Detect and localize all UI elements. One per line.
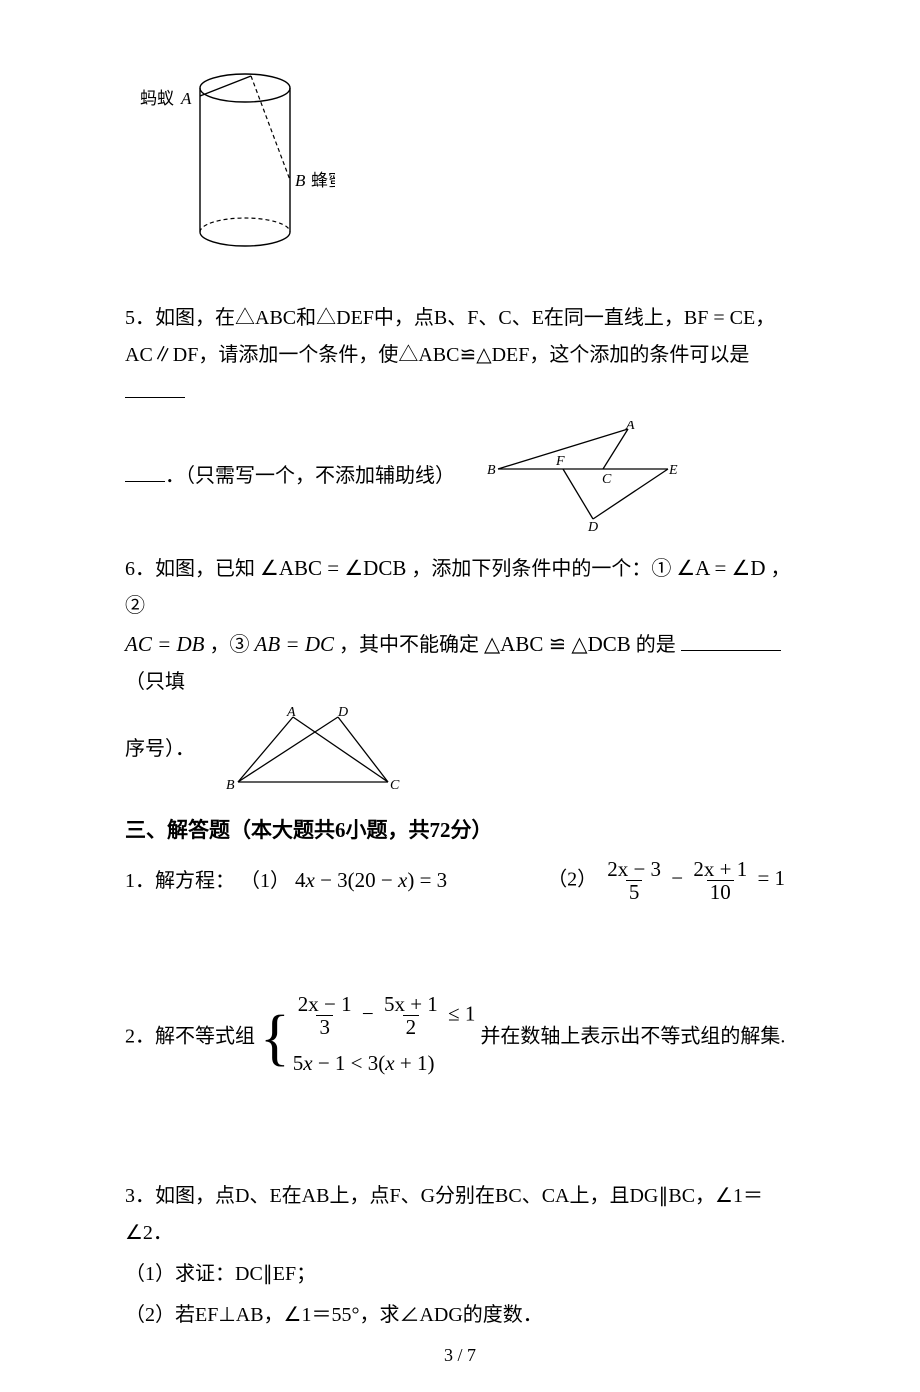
p1-label: 1．解方程： bbox=[125, 870, 235, 892]
q6-mid3: ，其中不能确定 bbox=[339, 634, 479, 656]
label-honey: 蜂蜜 bbox=[311, 171, 335, 190]
p2-label: 2．解不等式组 bbox=[125, 1026, 255, 1048]
q5-text-prefix: 5．如图，在△ABC和△DEF中，点B、F、C、E在同一直线上，BF = CE，… bbox=[125, 307, 775, 366]
q6-tail: （只填 bbox=[125, 671, 185, 693]
p1-sub2-label: （2） bbox=[547, 868, 597, 890]
q5-figure: A B F C E D bbox=[483, 421, 683, 531]
p3-sub2: （2）若EF⊥AB，∠1＝55°，求∠ADG的度数． bbox=[125, 1297, 805, 1334]
q5-label-E: E bbox=[668, 463, 678, 478]
p2-suffix: 并在数轴上表示出不等式组的解集. bbox=[480, 1026, 785, 1048]
q6-eq2: ∠A = ∠D bbox=[676, 556, 765, 580]
q6-mid2: ，③ bbox=[210, 634, 250, 656]
p1-frac1-num: 2x − 3 bbox=[604, 858, 664, 880]
q6-eq3: AC = DB bbox=[125, 632, 205, 656]
p3-label: 3．如图，点D、E在AB上，点F、G分别在BC、CA上，且DG∥BC，∠1＝∠2… bbox=[125, 1178, 805, 1252]
q6-eq1: ∠ABC = ∠DCB bbox=[260, 556, 406, 580]
q5-label-B: B bbox=[487, 463, 496, 478]
q5-label-C: C bbox=[602, 472, 612, 487]
p2-f2-num: 5x + 1 bbox=[381, 993, 441, 1015]
p1-frac2-num: 2x + 1 bbox=[690, 858, 750, 880]
p1-sub1-label: （1） bbox=[240, 870, 290, 892]
brace-icon: { bbox=[260, 993, 290, 1083]
p3-sub1: （1）求证：DC∥EF； bbox=[125, 1256, 805, 1293]
q6-mid4: 的是 bbox=[636, 634, 676, 656]
q6-eq4: AB = DC bbox=[255, 632, 335, 656]
label-A-letter: A bbox=[180, 89, 192, 108]
p2-f1-den: 3 bbox=[316, 1015, 333, 1038]
p1-frac2-den: 10 bbox=[707, 880, 734, 903]
p1-rhs: = 1 bbox=[757, 866, 785, 890]
q5-label-D: D bbox=[587, 520, 598, 531]
cylinder-svg: 蚂蚁 A B 蜂蜜 bbox=[135, 60, 335, 280]
p2-line1: 2x − 13 − 5x + 12 ≤ 1 bbox=[293, 993, 476, 1038]
problem-3: 3．如图，点D、E在AB上，点F、G分别在BC、CA上，且DG∥BC，∠1＝∠2… bbox=[125, 1178, 805, 1334]
question-5: 5．如图，在△ABC和△DEF中，点B、F、C、E在同一直线上，BF = CE，… bbox=[125, 300, 805, 531]
p2-minus: − bbox=[362, 1001, 379, 1025]
section-3-title: 三、解答题（本大题共6小题，共72分） bbox=[125, 814, 805, 844]
p2-line1-tail: ≤ 1 bbox=[448, 1001, 475, 1025]
q5-label-A: A bbox=[625, 421, 635, 433]
p1-minus: − bbox=[671, 866, 688, 890]
q6-line3: 序号）． bbox=[125, 731, 195, 768]
p1-eq1: 4x − 3(20 − x) = 3 bbox=[295, 868, 447, 892]
q6-figure: A D B C bbox=[223, 707, 403, 792]
q6-label-D: D bbox=[337, 707, 348, 720]
q5-label-F: F bbox=[555, 454, 565, 469]
q6-label-C: C bbox=[390, 778, 400, 792]
p1-frac1-den: 5 bbox=[626, 880, 643, 903]
p2-system: { 2x − 13 − 5x + 12 ≤ 1 5x − 1 < 3(x + 1… bbox=[260, 993, 475, 1083]
page-number: 3 / 7 bbox=[0, 1345, 920, 1366]
q5-suffix: ．（只需写一个，不添加辅助线） bbox=[165, 465, 455, 487]
q5-blank-2 bbox=[125, 462, 165, 482]
q5-blank-1 bbox=[125, 378, 185, 398]
problem-2: 2．解不等式组 { 2x − 13 − 5x + 12 ≤ 1 5x − 1 <… bbox=[125, 993, 805, 1083]
q6-eq5: △ABC ≌ △DCB bbox=[484, 632, 631, 656]
q6-pre: 6．如图，已知 bbox=[125, 558, 255, 580]
q6-mid1: ，添加下列条件中的一个：① bbox=[411, 558, 671, 580]
p2-f1-num: 2x − 1 bbox=[295, 993, 355, 1015]
q6-label-A: A bbox=[286, 707, 296, 720]
question-6: 6．如图，已知 ∠ABC = ∠DCB ，添加下列条件中的一个：① ∠A = ∠… bbox=[125, 549, 805, 792]
label-ant: 蚂蚁 bbox=[140, 89, 174, 108]
p2-f2-den: 2 bbox=[403, 1015, 420, 1038]
p2-line2: 5x − 1 < 3(x + 1) bbox=[293, 1044, 476, 1083]
p1-eq2: 2x − 35 − 2x + 110 = 1 bbox=[602, 866, 785, 890]
page: 蚂蚁 A B 蜂蜜 5．如图，在△ABC和△DEF中，点B、F、C、E在同一直线… bbox=[0, 0, 920, 1392]
problem-1: 1．解方程： （1） 4x − 3(20 − x) = 3 （2） 2x − 3… bbox=[125, 858, 805, 903]
figure-cylinder: 蚂蚁 A B 蜂蜜 bbox=[135, 60, 805, 280]
label-B-letter: B bbox=[295, 171, 306, 190]
q6-label-B: B bbox=[226, 778, 235, 792]
q6-blank bbox=[681, 631, 781, 651]
